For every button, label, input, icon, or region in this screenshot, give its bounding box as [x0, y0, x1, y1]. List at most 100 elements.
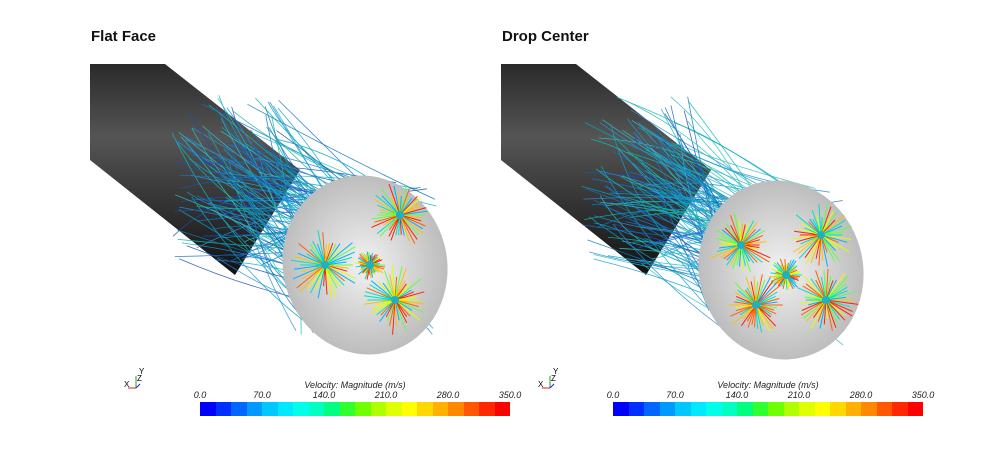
- jet-ray: [399, 207, 427, 216]
- jet-ray: [324, 264, 333, 299]
- colorbar-cell: [448, 402, 464, 416]
- jet-center: [752, 301, 760, 309]
- colorbar-cell: [907, 402, 923, 416]
- jet-ray: [726, 244, 742, 266]
- legend-tick-label: 280.0: [849, 390, 873, 400]
- jet-center: [817, 231, 825, 239]
- jet-ray: [324, 246, 356, 266]
- colorbar-cell: [861, 402, 877, 416]
- jet-ray: [297, 252, 326, 266]
- colorbar-cell: [339, 402, 355, 416]
- jet-ray: [740, 228, 761, 246]
- jet-ray: [324, 264, 337, 297]
- jet-ray: [820, 219, 846, 236]
- panel-drop-center: Drop Center X Y Z Ve: [411, 0, 934, 455]
- jet-ray: [825, 299, 833, 331]
- axis-y-label: Y: [139, 368, 145, 376]
- jet-ray: [324, 264, 356, 284]
- jet-ray: [317, 264, 326, 299]
- legend-tick-label: 70.0: [253, 390, 271, 400]
- jet-ray: [818, 234, 822, 266]
- jet-ray: [394, 299, 408, 324]
- jet-ray: [324, 256, 353, 266]
- jet-ray: [755, 304, 759, 330]
- streamline: [610, 124, 711, 282]
- panel-flat-face: Flat Face X Y Z Velo: [0, 0, 521, 455]
- jet-ray: [394, 299, 419, 308]
- jet-ray: [715, 229, 742, 246]
- jet-ray: [296, 264, 326, 289]
- jet-ray: [731, 304, 757, 326]
- legend-tick-label: 140.0: [312, 390, 336, 400]
- jet-ray: [721, 229, 742, 246]
- colorbar-cell: [659, 402, 675, 416]
- jet-ray: [324, 264, 356, 279]
- jet-ray: [399, 210, 428, 216]
- jet-ray: [825, 299, 839, 324]
- jet-ray: [825, 283, 847, 301]
- jet-ray: [734, 291, 757, 306]
- jet-ray: [370, 280, 396, 301]
- velocity-legend: Velocity: Magnitude (m/s) 0.0 70.0 140.0 21…: [603, 380, 934, 430]
- jet-ray: [791, 234, 822, 240]
- jet-ray: [363, 299, 396, 305]
- streamline: [185, 139, 292, 203]
- streamline: [176, 142, 298, 239]
- colorbar-cell: [783, 402, 799, 416]
- jet-ray: [801, 299, 827, 311]
- jet-ray: [740, 241, 767, 246]
- colorbar-cell: [613, 402, 629, 416]
- jet-ray: [299, 264, 326, 293]
- legend-ticks: 0.0 70.0 140.0 210.0 280.0 350.0: [190, 390, 522, 402]
- jet-ray: [394, 291, 425, 301]
- jet-ray: [388, 183, 401, 216]
- jet-ray: [733, 213, 742, 246]
- jet-ray: [298, 243, 326, 266]
- jet-ray: [381, 195, 401, 216]
- jet-ray: [825, 299, 837, 328]
- legend-tick-label: 210.0: [787, 390, 811, 400]
- jet-ray: [820, 225, 852, 236]
- colorbar-cell: [721, 402, 737, 416]
- jet-ray: [804, 234, 822, 258]
- colorbar-cell: [892, 402, 908, 416]
- jet-ray: [820, 234, 824, 261]
- jet-ray: [324, 264, 346, 282]
- jet-ray: [755, 279, 766, 306]
- jet-ray: [825, 276, 832, 301]
- jet-ray: [815, 270, 827, 301]
- jet-ray: [399, 214, 419, 236]
- jet-ray: [820, 234, 840, 262]
- colorbar-cell: [417, 402, 433, 416]
- colorbar-cell: [277, 402, 293, 416]
- jet-ray: [379, 299, 396, 322]
- jet-ray: [755, 304, 763, 333]
- jet-ray: [753, 275, 757, 306]
- jet-ray: [815, 234, 822, 259]
- jet-ray: [825, 276, 849, 301]
- jet-ray: [803, 299, 827, 319]
- jet-ray: [399, 186, 407, 216]
- jet-ray: [798, 234, 822, 259]
- colorbar-cell: [830, 402, 846, 416]
- jet-ray: [363, 295, 396, 301]
- jet-ray: [322, 232, 326, 266]
- jet-ray: [730, 304, 757, 317]
- jet-ray: [324, 264, 338, 289]
- jet-ray: [811, 209, 822, 236]
- colorbar-cell: [706, 402, 722, 416]
- colorbar-cell: [324, 402, 340, 416]
- jet-ray: [755, 285, 781, 306]
- jet-ray: [755, 280, 774, 306]
- jet-ray: [825, 291, 856, 301]
- jet-ray: [823, 270, 827, 301]
- jet-ray: [388, 214, 401, 237]
- colorbar-cell: [401, 402, 417, 416]
- jet-ray: [796, 234, 822, 243]
- jet-ray: [371, 214, 401, 220]
- jet-ray: [755, 304, 774, 330]
- jet-ray: [392, 265, 396, 301]
- colorbar-cell: [628, 402, 644, 416]
- jet-ray: [820, 206, 832, 236]
- panel-title: Flat Face: [91, 28, 157, 45]
